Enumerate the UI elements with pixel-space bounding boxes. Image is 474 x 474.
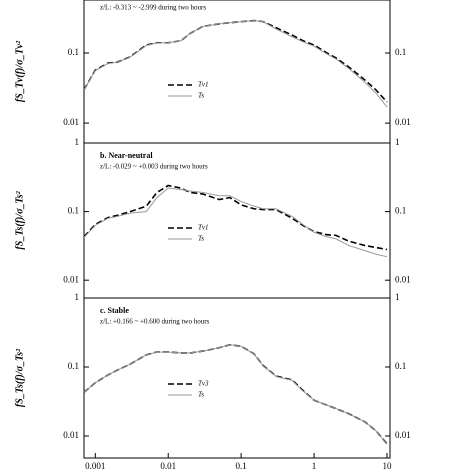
y-tick-label: 0.1 <box>395 361 406 371</box>
legend-label: Tv1 <box>198 224 209 232</box>
y-tick-label: 0.01 <box>63 274 79 284</box>
y-tick-label: 1 <box>395 292 400 302</box>
y-axis-label: fS_Tv(f)/σ_Tv² <box>14 40 25 102</box>
annotation: z/L: +0.166 ~ +0.600 during two hours <box>100 318 210 326</box>
x-tick-label: 10 <box>382 461 392 471</box>
y-tick-label: 0.1 <box>68 47 79 57</box>
series-line <box>83 20 388 108</box>
y-tick-label: 1 <box>75 137 80 147</box>
y-tick-label: 1 <box>395 137 400 147</box>
y-tick-label: 0.1 <box>395 206 406 216</box>
legend-label: Ts <box>198 391 204 399</box>
series-line <box>83 184 388 251</box>
y-tick-label: 0.01 <box>63 117 79 127</box>
legend-label: Ts <box>198 92 204 100</box>
annotation: z/L: -0.029 ~ +0.003 during two hours <box>100 163 208 171</box>
legend-label: Tv1 <box>198 81 209 89</box>
series-line <box>83 19 388 103</box>
y-axis-label: fS_Ts(f)/σ_Ts² <box>14 348 25 407</box>
y-tick-label: 0.1 <box>68 361 79 371</box>
y-tick-label: 0.01 <box>395 274 411 284</box>
y-axis-label: fS_Ts(f)/σ_Ts² <box>14 190 25 249</box>
x-tick-label: 1 <box>312 461 317 471</box>
y-tick-label: 1 <box>75 292 80 302</box>
legend-label: Ts <box>198 235 204 243</box>
legend-label: Tv3 <box>198 380 209 388</box>
y-tick-label: 0.01 <box>395 117 411 127</box>
y-tick-label: 0.1 <box>395 47 406 57</box>
y-tick-label: 0.1 <box>68 206 79 216</box>
panel-label: c. Stable <box>100 306 129 315</box>
series-line <box>83 344 388 445</box>
annotation: z/L: -0.313 ~ -2.999 during two hours <box>100 4 206 12</box>
y-tick-label: 0.01 <box>395 430 411 440</box>
series-line <box>83 187 388 258</box>
x-tick-label: 0.1 <box>236 461 247 471</box>
panel-label: b. Near-neutral <box>100 151 153 160</box>
series-line <box>83 343 388 445</box>
x-tick-label: 0.001 <box>85 461 105 471</box>
plot-frame <box>83 297 391 459</box>
x-tick-label: 0.01 <box>160 461 176 471</box>
y-tick-label: 0.01 <box>63 430 79 440</box>
